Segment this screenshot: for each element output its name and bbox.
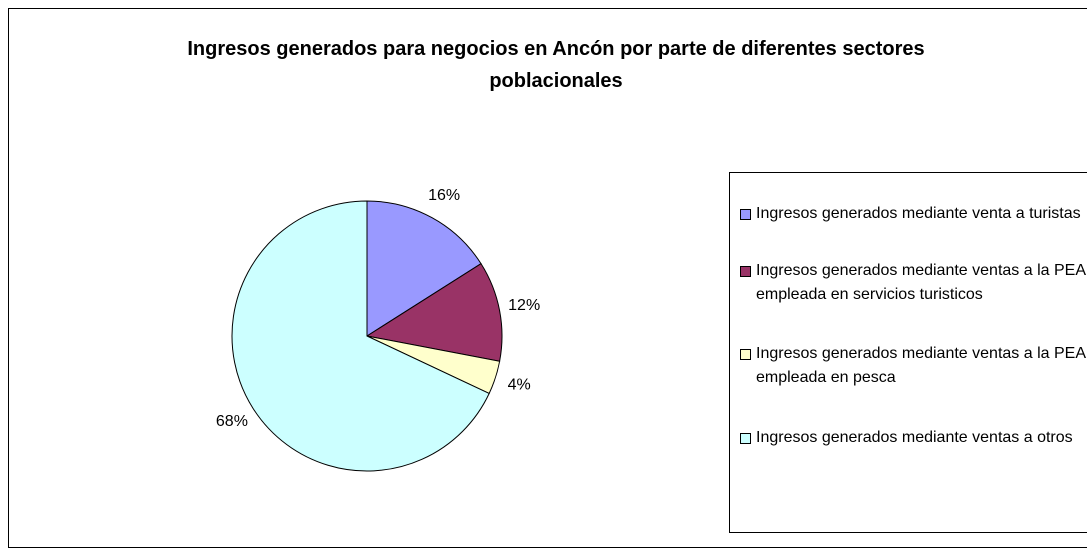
data-label: 12% xyxy=(508,297,540,314)
legend-label: Ingresos generados mediante ventas a otr… xyxy=(756,429,1073,446)
data-label: 16% xyxy=(428,187,460,204)
pie-slice xyxy=(365,262,503,362)
pie-area: 16% 12% 4% 68% xyxy=(216,187,540,472)
chart-frame xyxy=(8,8,1087,548)
pie-slice xyxy=(366,200,482,337)
legend-swatch xyxy=(740,349,751,360)
data-label: 4% xyxy=(508,377,531,394)
legend: Ingresos generados mediante venta a turi… xyxy=(729,172,1087,533)
legend-swatch xyxy=(740,433,751,444)
data-label: 68% xyxy=(216,413,248,430)
chart-title: Ingresos generados para negocios en Ancó… xyxy=(187,38,925,92)
legend-swatch xyxy=(740,266,751,277)
legend-label: Ingresos generados mediante ventas a la … xyxy=(756,262,1086,303)
pie-slice xyxy=(231,200,490,472)
legend-label: Ingresos generados mediante venta a turi… xyxy=(756,205,1081,222)
legend-swatch xyxy=(740,209,751,220)
legend-label: Ingresos generados mediante ventas a la … xyxy=(756,345,1086,386)
